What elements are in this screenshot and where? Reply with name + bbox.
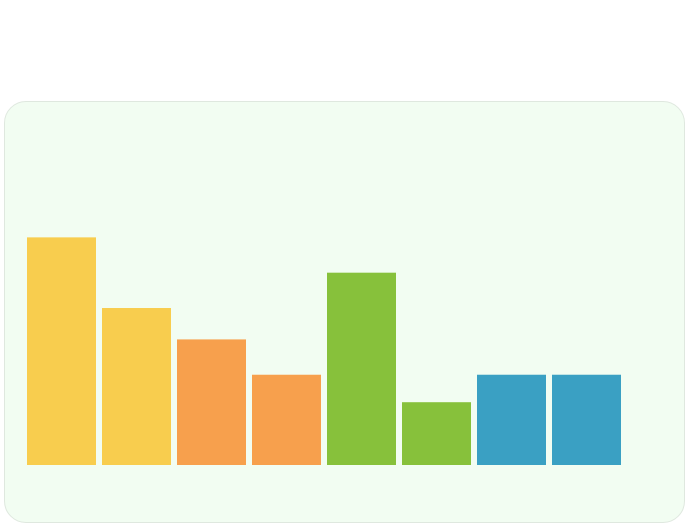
bar-1 xyxy=(27,237,96,465)
bar-4 xyxy=(252,374,321,465)
bar-5 xyxy=(327,272,396,465)
bar-group xyxy=(27,237,621,465)
bar-8 xyxy=(552,374,621,465)
bar-2 xyxy=(102,308,171,465)
bar-6 xyxy=(402,402,471,465)
bar-7 xyxy=(477,374,546,465)
bar-3 xyxy=(177,339,246,465)
